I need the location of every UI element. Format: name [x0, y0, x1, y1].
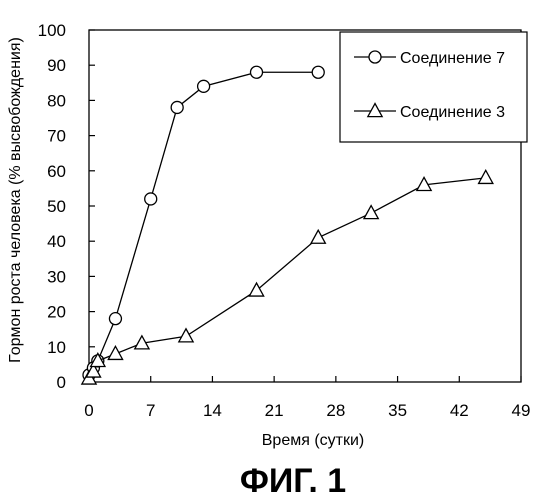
y-tick-label: 40 [47, 232, 66, 251]
x-tick-label: 49 [512, 401, 531, 420]
triangle-marker [364, 206, 378, 219]
y-tick-label: 70 [47, 127, 66, 146]
y-axis-label: Гормон роста человека (% высвобождения) [7, 37, 24, 363]
y-tick-label: 20 [47, 303, 66, 322]
circle-marker [312, 66, 324, 78]
y-tick-label: 50 [47, 197, 66, 216]
legend-label: Соединение 7 [400, 50, 505, 67]
x-tick-label: 42 [450, 401, 469, 420]
x-tick-label: 7 [146, 401, 155, 420]
x-axis-label: Время (сутки) [262, 432, 365, 449]
y-tick-label: 0 [57, 373, 66, 392]
triangle-marker [108, 346, 122, 359]
circle-marker [109, 313, 121, 325]
triangle-marker [311, 230, 325, 243]
y-tick-label: 100 [38, 21, 66, 40]
y-axis-ticks: 0 10 20 30 40 50 60 70 80 90 100 [38, 21, 95, 392]
x-tick-label: 35 [388, 401, 407, 420]
circle-marker [145, 193, 157, 205]
legend-box [340, 32, 527, 142]
y-tick-label: 80 [47, 91, 66, 110]
y-tick-label: 60 [47, 162, 66, 181]
legend-circle-marker [369, 51, 381, 63]
triangle-marker [179, 329, 193, 342]
series-2 [82, 170, 493, 384]
triangle-marker [249, 283, 263, 296]
legend: Соединение 7 Соединение 3 [340, 32, 527, 142]
circle-marker [171, 101, 183, 113]
series-1 [83, 66, 324, 381]
legend-label: Соединение 3 [400, 104, 505, 121]
triangle-marker [479, 170, 493, 183]
y-tick-label: 30 [47, 267, 66, 286]
circle-marker [251, 66, 263, 78]
x-tick-label: 28 [326, 401, 345, 420]
x-tick-label: 14 [203, 401, 222, 420]
y-tick-label: 10 [47, 338, 66, 357]
x-tick-label: 21 [265, 401, 284, 420]
y-tick-label: 90 [47, 56, 66, 75]
series-line [89, 72, 318, 375]
figure-caption: ФИГ. 1 [240, 462, 346, 500]
circle-marker [198, 80, 210, 92]
x-tick-label: 0 [84, 401, 93, 420]
